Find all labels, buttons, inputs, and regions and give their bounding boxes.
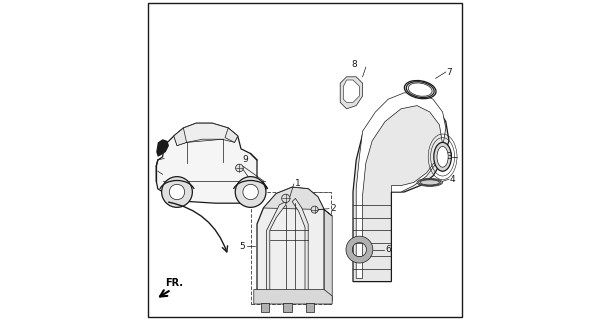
Polygon shape <box>174 123 238 146</box>
Ellipse shape <box>404 81 436 99</box>
Circle shape <box>235 177 266 207</box>
Ellipse shape <box>408 83 432 96</box>
Polygon shape <box>254 290 332 304</box>
Circle shape <box>311 206 318 213</box>
Polygon shape <box>257 187 324 294</box>
Circle shape <box>243 184 258 200</box>
Ellipse shape <box>434 142 451 171</box>
Polygon shape <box>225 128 238 142</box>
Text: 4: 4 <box>450 175 456 184</box>
Text: 8: 8 <box>352 60 357 68</box>
Bar <box>306 303 314 312</box>
Text: 7: 7 <box>447 68 452 76</box>
Polygon shape <box>264 187 332 216</box>
Polygon shape <box>324 210 332 301</box>
Ellipse shape <box>437 147 448 167</box>
Text: 5: 5 <box>239 242 245 251</box>
Text: FR.: FR. <box>165 278 183 288</box>
Bar <box>251 192 331 304</box>
Polygon shape <box>340 77 362 109</box>
Polygon shape <box>156 123 267 203</box>
Circle shape <box>282 194 290 203</box>
Polygon shape <box>356 93 446 278</box>
Text: 6: 6 <box>385 245 391 254</box>
Bar <box>261 303 269 312</box>
Circle shape <box>170 184 185 200</box>
Circle shape <box>162 177 192 207</box>
Circle shape <box>235 164 243 172</box>
Ellipse shape <box>417 179 443 186</box>
Polygon shape <box>292 198 308 291</box>
Text: 1: 1 <box>295 179 301 188</box>
Polygon shape <box>174 128 187 146</box>
Polygon shape <box>353 96 449 282</box>
Text: 3: 3 <box>446 152 451 161</box>
Text: 2: 2 <box>330 204 336 213</box>
Polygon shape <box>156 139 169 157</box>
Text: 9: 9 <box>243 155 248 164</box>
Polygon shape <box>267 202 286 291</box>
Bar <box>283 303 292 312</box>
Polygon shape <box>343 80 359 102</box>
